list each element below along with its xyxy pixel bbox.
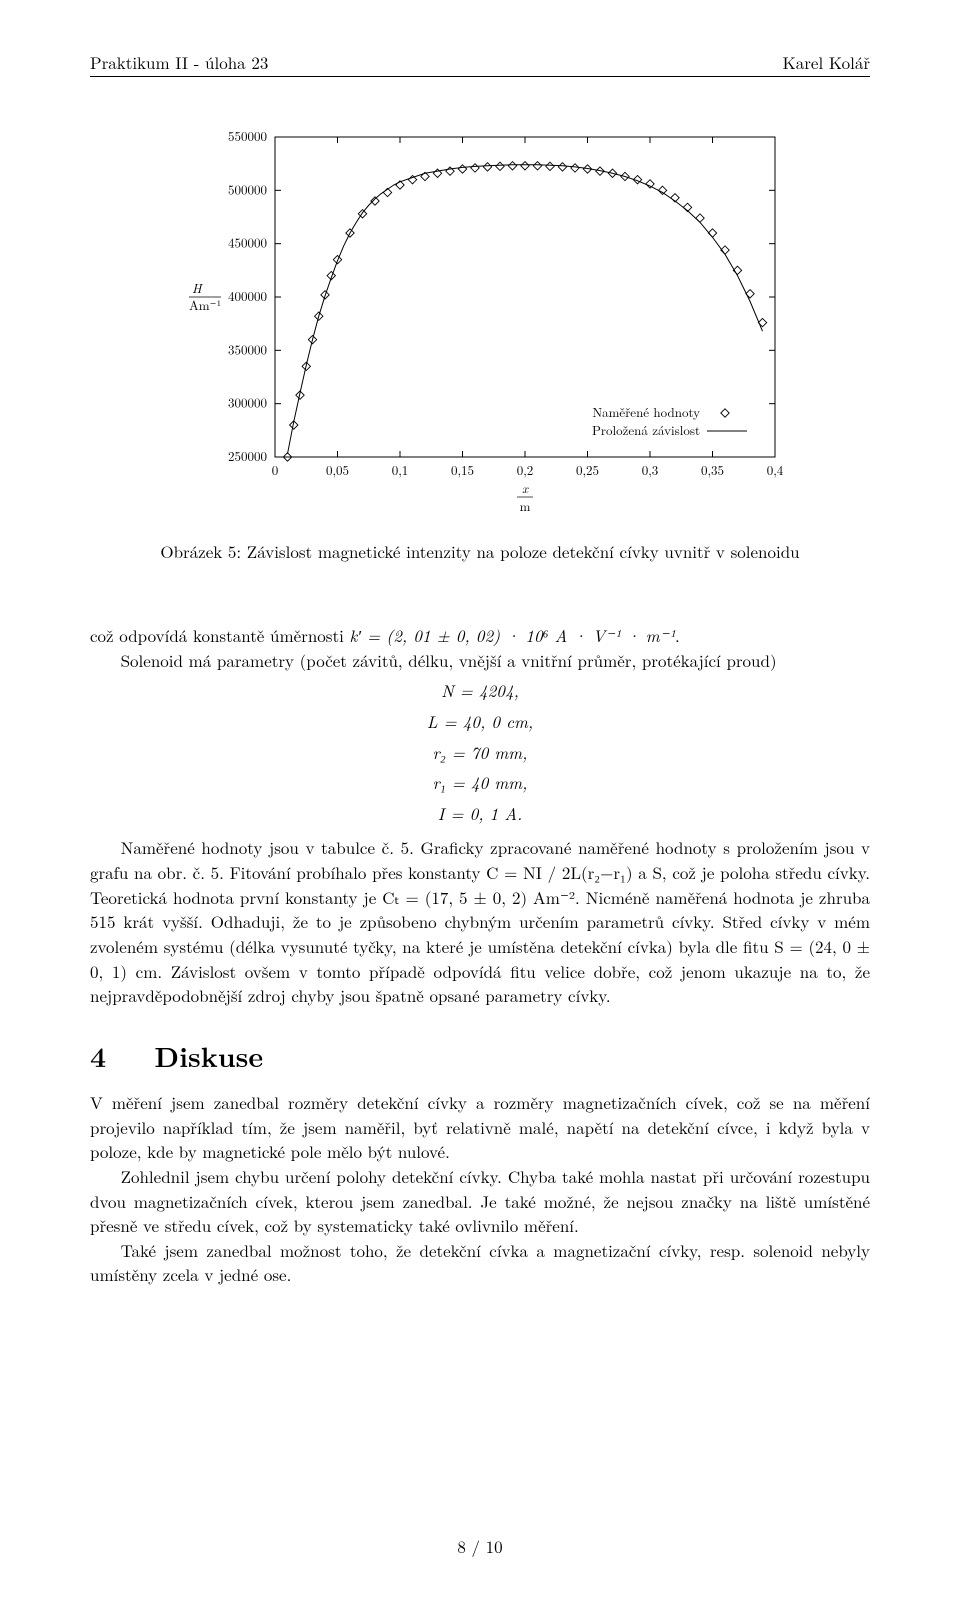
svg-text:Am⁻¹: Am⁻¹ <box>189 295 221 314</box>
svg-text:0,4: 0,4 <box>767 460 784 479</box>
paragraph-solenoid-params: Solenoid má parametry (počet závitů, dél… <box>90 648 870 673</box>
svg-text:350000: 350000 <box>228 339 267 358</box>
paragraph-fit-discussion: Naměřené hodnoty jsou v tabulce č. 5. Gr… <box>90 835 870 1007</box>
svg-text:450000: 450000 <box>228 233 267 252</box>
p1-b: k′ = (2, 01 ± 0, 02) · 10⁶ A · V⁻¹ · m⁻¹ <box>350 623 675 647</box>
header-left: Praktikum II - úloha 23 <box>90 50 268 74</box>
p1-a: což odpovídá konstantě úměrnosti <box>90 623 350 647</box>
svg-text:Proložená závislost: Proložená závislost <box>592 420 700 439</box>
svg-text:550000: 550000 <box>228 127 267 145</box>
svg-text:0,1: 0,1 <box>392 460 409 479</box>
section-title: Diskuse <box>154 1036 263 1076</box>
body-text-block: což odpovídá konstantě úměrnosti k′ = (2… <box>90 623 870 1008</box>
header-right: Karel Kolář <box>783 50 870 74</box>
eq-r1: r₁ = 40 mm, <box>90 770 870 795</box>
svg-text:400000: 400000 <box>228 286 267 305</box>
figure-5-chart: 0 0,05 0,1 0,15 0,2 0,25 0,3 0,35 0,4 250000 30000… <box>90 127 870 527</box>
svg-text:0,2: 0,2 <box>517 460 534 479</box>
section-number: 4 <box>90 1036 106 1076</box>
svg-text:0,35: 0,35 <box>701 460 724 479</box>
section-heading-diskuse: 4 Diskuse <box>90 1036 870 1076</box>
svg-text:500000: 500000 <box>228 179 267 198</box>
svg-text:0,05: 0,05 <box>326 460 349 479</box>
p1-c: . <box>675 623 680 647</box>
discussion-body: V měření jsem zanedbal rozměry detekční … <box>90 1090 870 1287</box>
page-footer: 8 / 10 <box>0 1534 960 1558</box>
svg-text:x: x <box>522 478 529 497</box>
eq-r2: r₂ = 70 mm, <box>90 740 870 765</box>
page-header: Praktikum II - úloha 23 Karel Kolář <box>90 50 870 77</box>
svg-text:0,25: 0,25 <box>576 460 599 479</box>
paragraph-k-prime: což odpovídá konstantě úměrnosti k′ = (2… <box>90 623 870 648</box>
discussion-p3: Také jsem zanedbal možnost toho, že dete… <box>90 1238 870 1287</box>
svg-text:m: m <box>520 496 531 515</box>
eq-I: I = 0, 1 A. <box>90 801 870 826</box>
eq-L: L = 40, 0 cm, <box>90 709 870 734</box>
svg-text:0,15: 0,15 <box>451 460 474 479</box>
svg-text:250000: 250000 <box>228 446 267 465</box>
svg-text:0: 0 <box>272 460 279 479</box>
figure-5-caption: Obrázek 5: Závislost magnetické intenzit… <box>90 539 870 563</box>
svg-text:300000: 300000 <box>228 393 267 412</box>
discussion-p2: Zohlednil jsem chybu určení polohy detek… <box>90 1164 870 1238</box>
eq-N: N = 4204, <box>90 678 870 703</box>
discussion-p1: V měření jsem zanedbal rozměry detekční … <box>90 1090 870 1164</box>
svg-text:Naměřené hodnoty: Naměřené hodnoty <box>592 402 700 421</box>
svg-text:0,3: 0,3 <box>642 460 659 479</box>
